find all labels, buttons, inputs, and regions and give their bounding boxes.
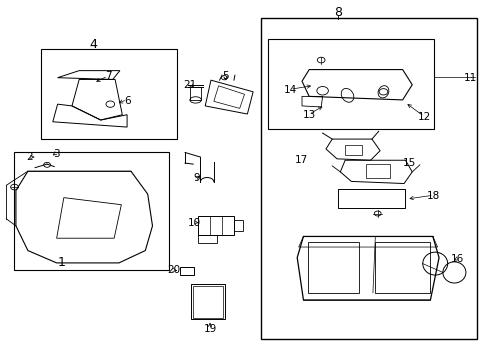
Text: 8: 8 [333, 6, 341, 19]
Bar [375, 242, 429, 293]
Text: 11: 11 [463, 73, 476, 83]
Bar [345, 145, 362, 155]
Text: 15: 15 [403, 158, 416, 168]
Text: 1: 1 [58, 256, 65, 269]
Text: 18: 18 [427, 191, 440, 201]
Text: 2: 2 [26, 152, 33, 162]
Bar [198, 235, 217, 243]
Text: 5: 5 [222, 71, 228, 81]
Bar [198, 216, 233, 235]
Text: 4: 4 [89, 38, 97, 51]
Bar [268, 39, 433, 129]
Bar [337, 189, 404, 207]
Bar [233, 220, 242, 231]
Text: 10: 10 [187, 218, 201, 228]
Text: 3: 3 [53, 149, 60, 158]
Bar [41, 49, 177, 139]
Bar [190, 284, 225, 319]
Text: 14: 14 [283, 85, 296, 95]
Text: 12: 12 [417, 112, 430, 122]
Bar [193, 286, 223, 318]
Text: 9: 9 [193, 173, 200, 183]
Text: 17: 17 [294, 154, 307, 165]
Bar [261, 18, 476, 339]
Text: 6: 6 [123, 96, 130, 105]
Text: 16: 16 [450, 255, 464, 264]
Text: 20: 20 [167, 265, 180, 275]
Text: 13: 13 [302, 110, 315, 120]
Bar [180, 267, 193, 275]
Text: 7: 7 [104, 71, 111, 81]
Bar [307, 242, 358, 293]
Text: 21: 21 [183, 80, 196, 90]
Text: 19: 19 [203, 324, 216, 334]
Bar [14, 152, 169, 270]
Bar [365, 165, 389, 178]
